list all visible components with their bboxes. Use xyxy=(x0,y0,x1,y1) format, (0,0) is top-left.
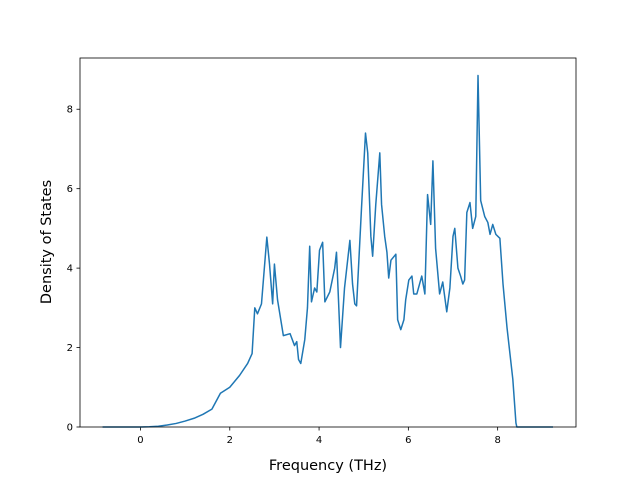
y-tick-label: 4 xyxy=(67,264,73,275)
y-tick-label: 0 xyxy=(67,423,73,434)
y-tick-label: 6 xyxy=(67,184,73,195)
y-tick-label: 8 xyxy=(67,105,73,116)
y-axis-label: Density of States xyxy=(39,180,55,304)
x-tick-label: 2 xyxy=(227,435,233,446)
x-tick-label: 6 xyxy=(405,435,411,446)
x-tick-label: 4 xyxy=(316,435,322,446)
x-tick-label: 8 xyxy=(494,435,500,446)
x-axis-label: Frequency (THz) xyxy=(269,458,387,474)
y-tick-label: 2 xyxy=(67,343,73,354)
plot-frame xyxy=(79,57,577,428)
x-tick-label: 0 xyxy=(137,435,143,446)
data-line xyxy=(102,74,554,428)
